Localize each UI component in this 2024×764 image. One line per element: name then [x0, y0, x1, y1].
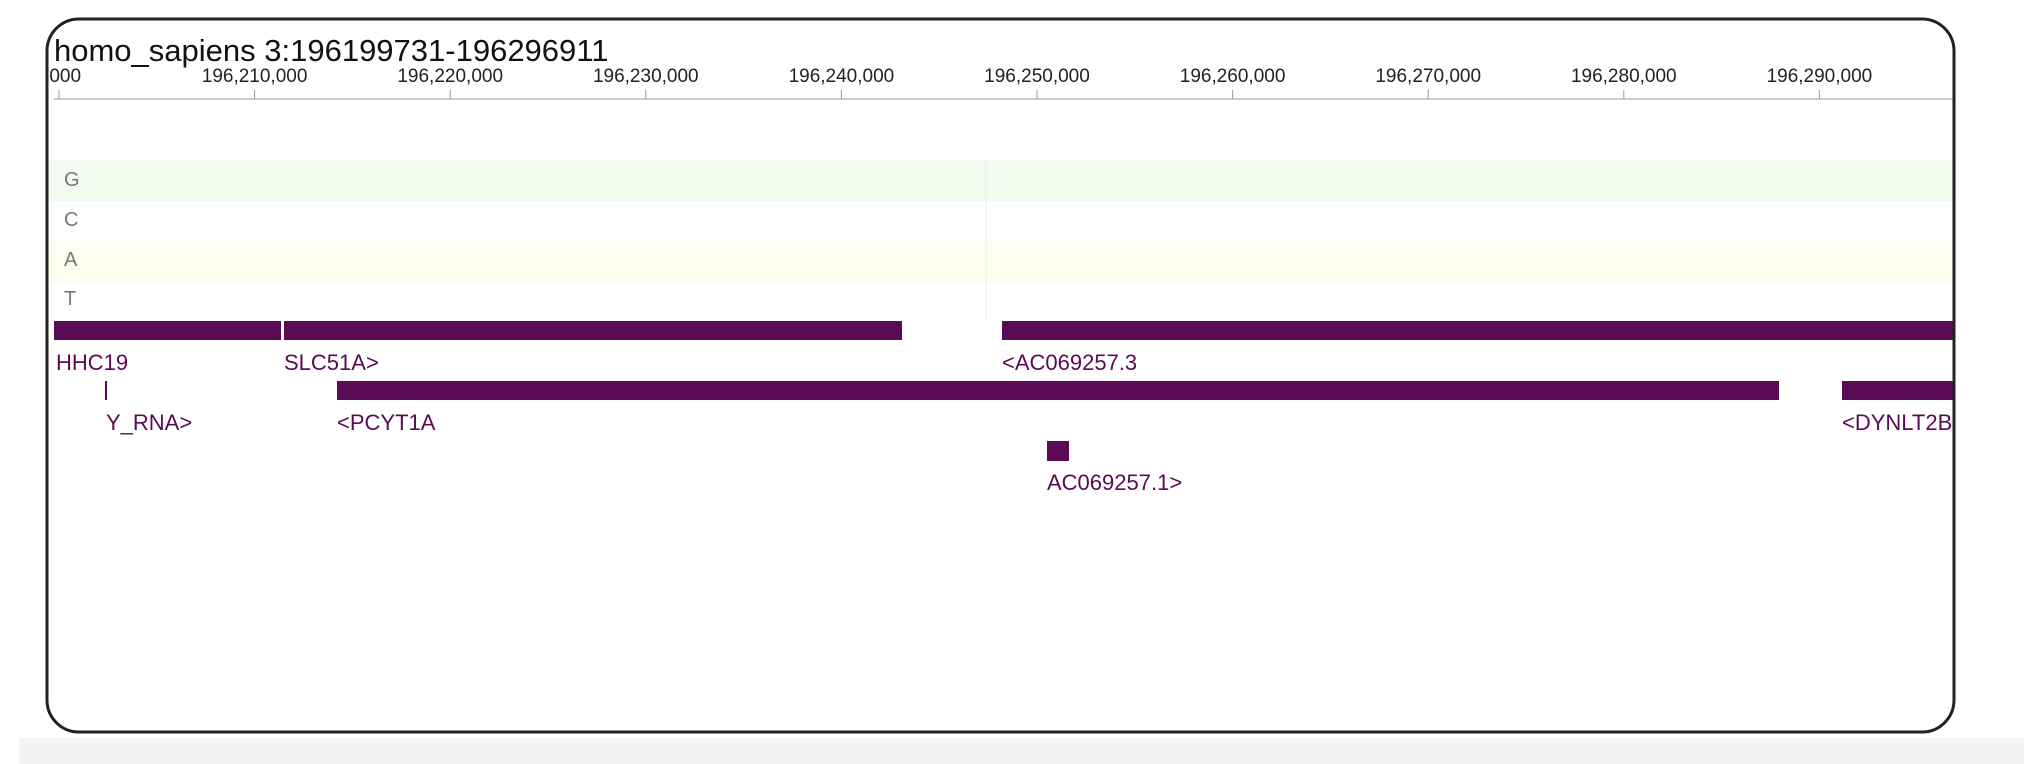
ruler-tick-label: 196,280,000 [1571, 66, 1677, 87]
ruler-tick-label: 196,240,000 [789, 66, 895, 87]
ruler-tick-label: 196,270,000 [1375, 66, 1481, 87]
gene-bar[interactable] [1842, 381, 1955, 400]
ruler-tick-label: 196,250,000 [984, 66, 1090, 87]
gene-bar[interactable] [1002, 321, 1955, 340]
footer-bar [19, 738, 2024, 764]
ruler-tick-label: 196,220,000 [397, 66, 503, 87]
gene-bar[interactable] [337, 381, 1779, 400]
base-row [47, 241, 1954, 283]
gene-label[interactable]: <PCYT1A [337, 410, 436, 435]
ruler-tick-label: 196,230,000 [593, 66, 699, 87]
frame [45, 17, 1956, 734]
gene-label[interactable]: <AC069257.3 [1002, 350, 1137, 375]
gene-bar[interactable] [284, 321, 902, 340]
gene-label[interactable]: HHC19 [56, 350, 128, 375]
gene-bar[interactable] [54, 321, 281, 340]
gene-bar[interactable] [105, 381, 107, 400]
base-label: A [64, 249, 78, 271]
ruler-tick-label: 00,000 [23, 66, 81, 87]
gene-label[interactable]: <DYNLT2B [1842, 410, 1952, 435]
gene-label[interactable]: AC069257.1> [1047, 470, 1182, 495]
ruler-tick-label: 196,210,000 [202, 66, 308, 87]
ruler-tick-label: 196,260,000 [1180, 66, 1286, 87]
base-label: C [64, 209, 78, 231]
base-row [47, 160, 1954, 201]
base-label: T [64, 288, 76, 310]
gene-label[interactable]: SLC51A> [284, 350, 379, 375]
track-area: homo_sapiens 3:196199731-196296911 HHC19… [23, 33, 1955, 495]
ruler-tick-label: 196,290,000 [1767, 66, 1873, 87]
gene-label[interactable]: Y_RNA> [106, 410, 192, 435]
title: homo_sapiens 3:196199731-196296911 [54, 33, 608, 68]
base-label: G [64, 169, 80, 191]
gene-bar[interactable] [1047, 441, 1069, 461]
